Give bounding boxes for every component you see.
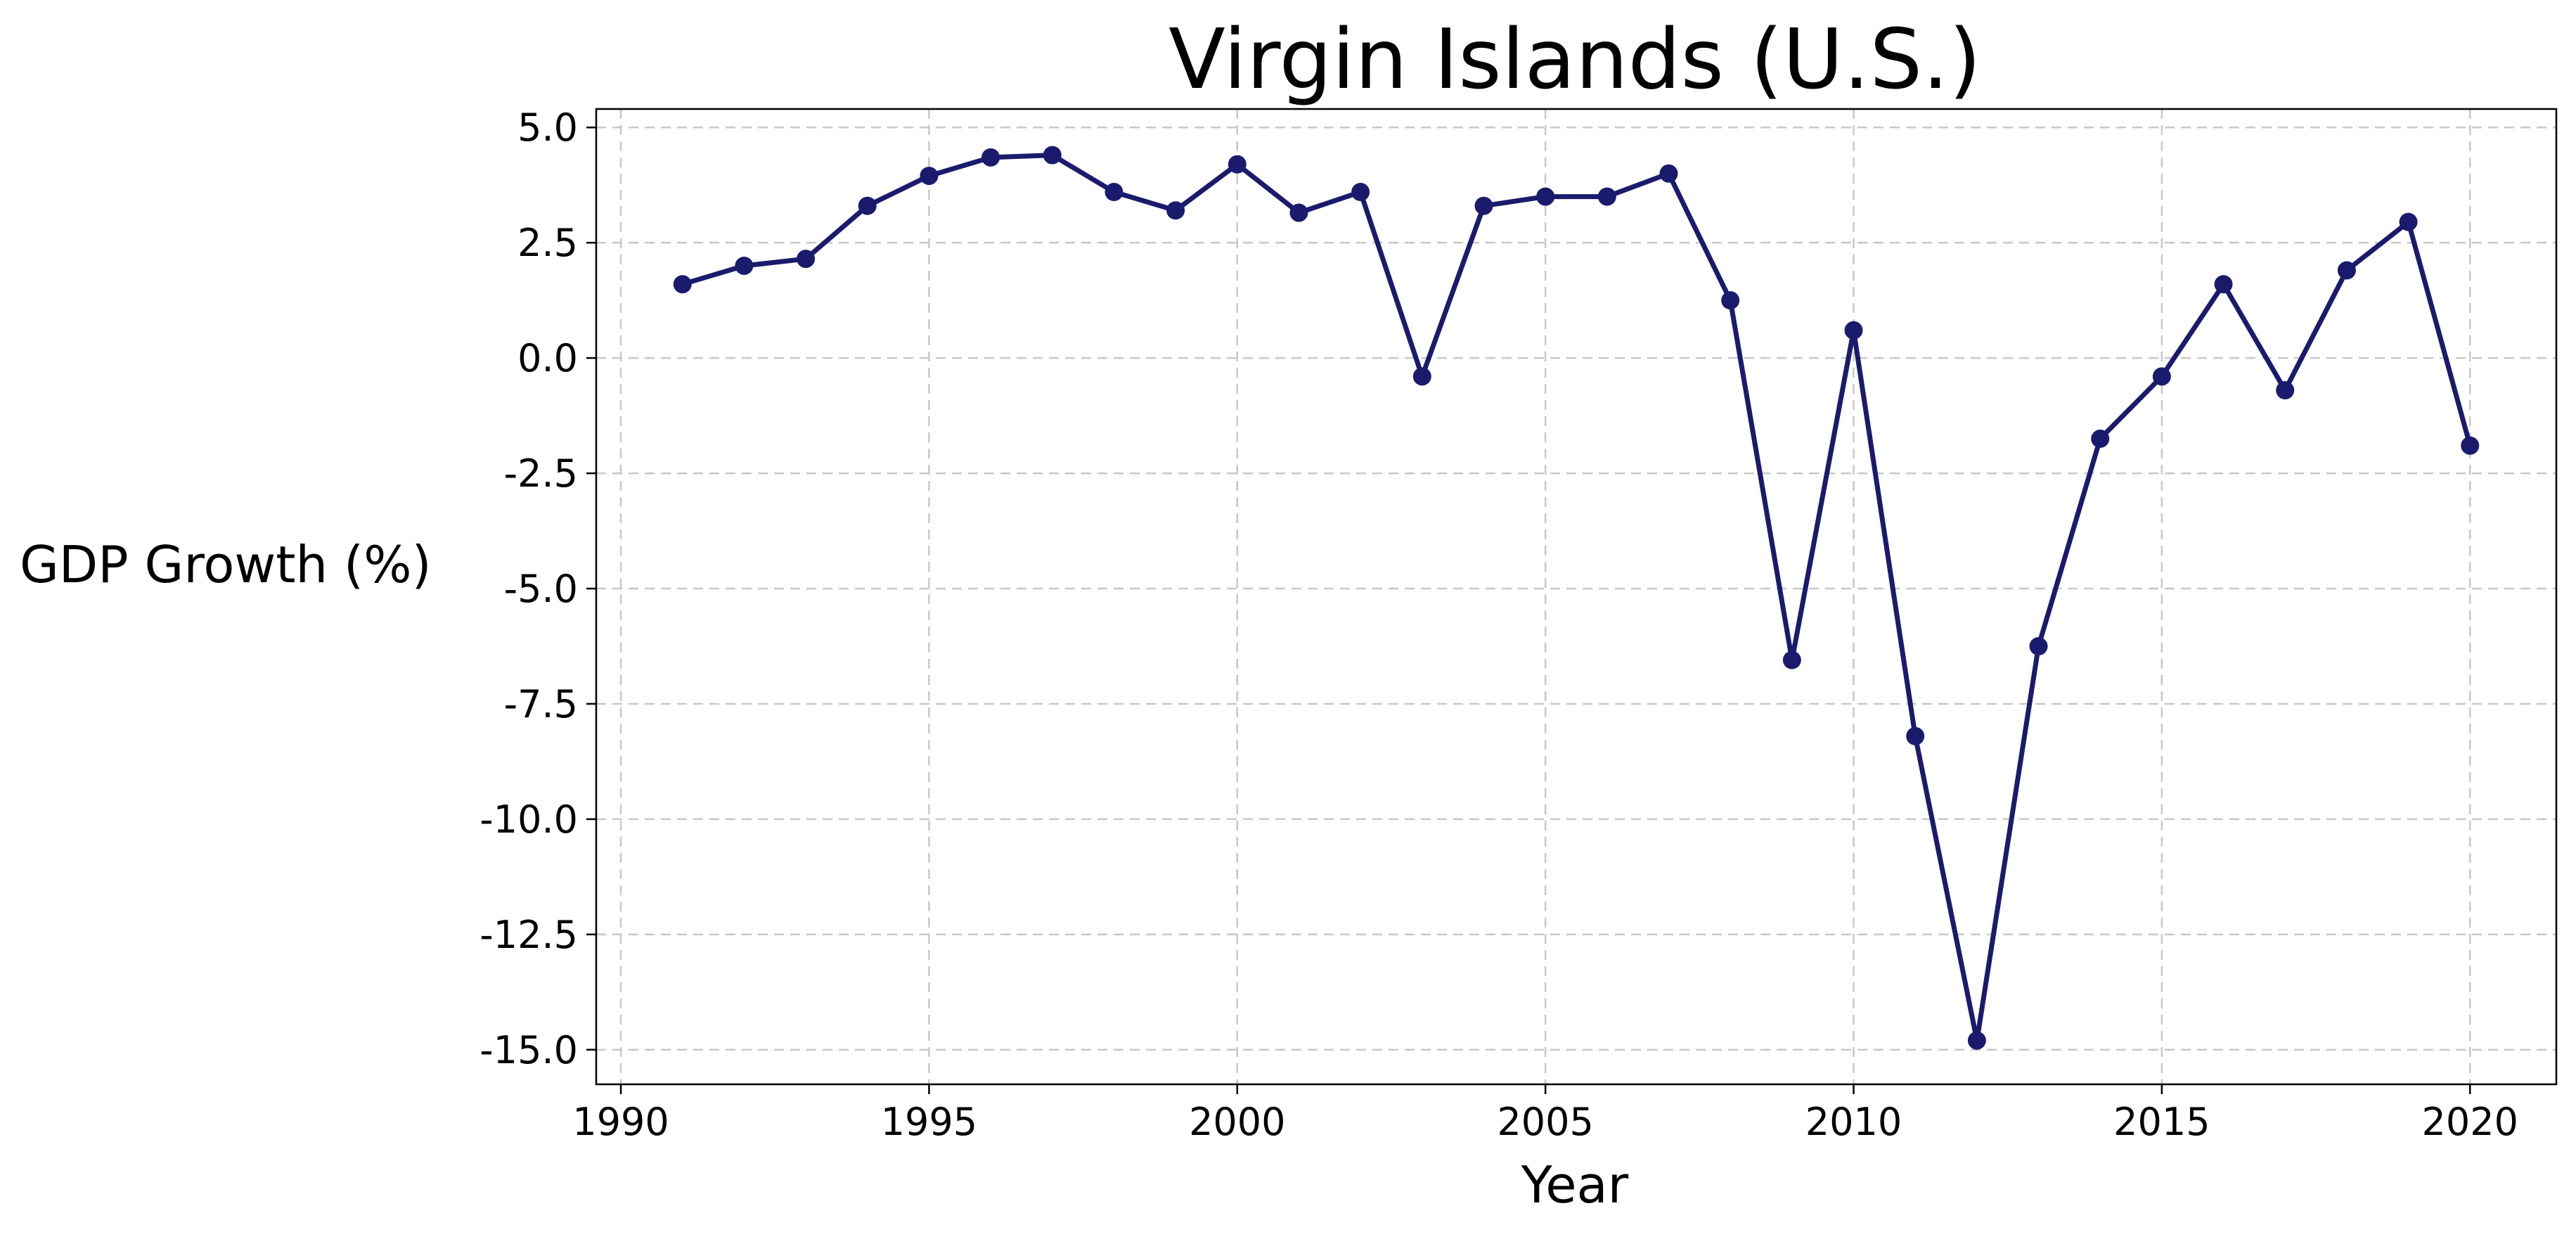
data-point-2018 <box>2337 261 2356 280</box>
data-point-1994 <box>858 196 877 215</box>
x-axis: 1990 1995 2000 2005 2010 2015 2020 <box>572 1084 2518 1144</box>
x-tick-label: 2015 <box>2113 1100 2210 1144</box>
plot-area-frame <box>595 108 2558 1086</box>
series-line <box>680 153 2473 1044</box>
data-point-1992 <box>735 256 754 275</box>
data-point-2006 <box>1597 187 1616 206</box>
data-point-2008 <box>1721 291 1740 310</box>
y-axis-title: GDP Growth (%) <box>20 535 432 594</box>
grid-lines <box>596 109 2556 1084</box>
series-group <box>673 146 2480 1050</box>
data-point-1991 <box>673 275 692 294</box>
data-point-2012 <box>1967 1031 1986 1050</box>
y-tick-label: 5.0 <box>517 105 578 150</box>
data-point-2007 <box>1659 164 1678 183</box>
data-point-2016 <box>2214 275 2233 294</box>
data-point-1995 <box>920 167 939 186</box>
y-tick-label: -12.5 <box>479 913 578 957</box>
y-tick-label: 0.0 <box>517 336 578 380</box>
y-tick-label: 2.5 <box>517 221 578 265</box>
data-point-2013 <box>2029 636 2048 655</box>
y-tick-label: -10.0 <box>479 797 578 842</box>
data-point-1998 <box>1105 183 1123 202</box>
x-tick-label: 2020 <box>2422 1100 2518 1144</box>
x-axis-title: Year <box>1521 1155 1629 1214</box>
data-point-2010 <box>1844 321 1863 340</box>
data-point-2005 <box>1536 187 1555 206</box>
data-point-2019 <box>2399 212 2418 231</box>
data-point-1996 <box>981 148 1000 167</box>
data-point-2001 <box>1289 203 1308 222</box>
data-point-1993 <box>797 250 816 269</box>
x-tick-label: 2005 <box>1497 1100 1593 1144</box>
x-tick-label: 1990 <box>572 1100 669 1144</box>
data-point-1999 <box>1166 201 1185 220</box>
x-tick-label: 2010 <box>1805 1100 1902 1144</box>
y-tick-label: -15.0 <box>479 1028 578 1072</box>
data-point-2014 <box>2091 429 2110 448</box>
chart-title: Virgin Islands (U.S.) <box>1168 11 1981 108</box>
x-tick-label: 2000 <box>1189 1100 1285 1144</box>
data-point-2017 <box>2276 381 2295 400</box>
data-point-2004 <box>1474 196 1493 215</box>
data-point-2003 <box>1412 367 1431 386</box>
data-point-2015 <box>2152 367 2171 386</box>
y-tick-label: -7.5 <box>504 682 578 726</box>
data-point-2002 <box>1351 183 1370 202</box>
y-tick-label: -2.5 <box>504 451 578 496</box>
data-point-1997 <box>1043 146 1062 165</box>
y-axis: 5.0 2.5 0.0 -2.5 -5.0 -7.5 -10.0 -12.5 -15.0 <box>479 105 596 1072</box>
data-point-2009 <box>1782 650 1801 669</box>
data-point-2011 <box>1906 726 1925 745</box>
data-point-2020 <box>2461 436 2480 455</box>
y-tick-label: -5.0 <box>504 567 578 611</box>
x-tick-label: 1995 <box>881 1100 977 1144</box>
data-point-2000 <box>1228 155 1247 174</box>
